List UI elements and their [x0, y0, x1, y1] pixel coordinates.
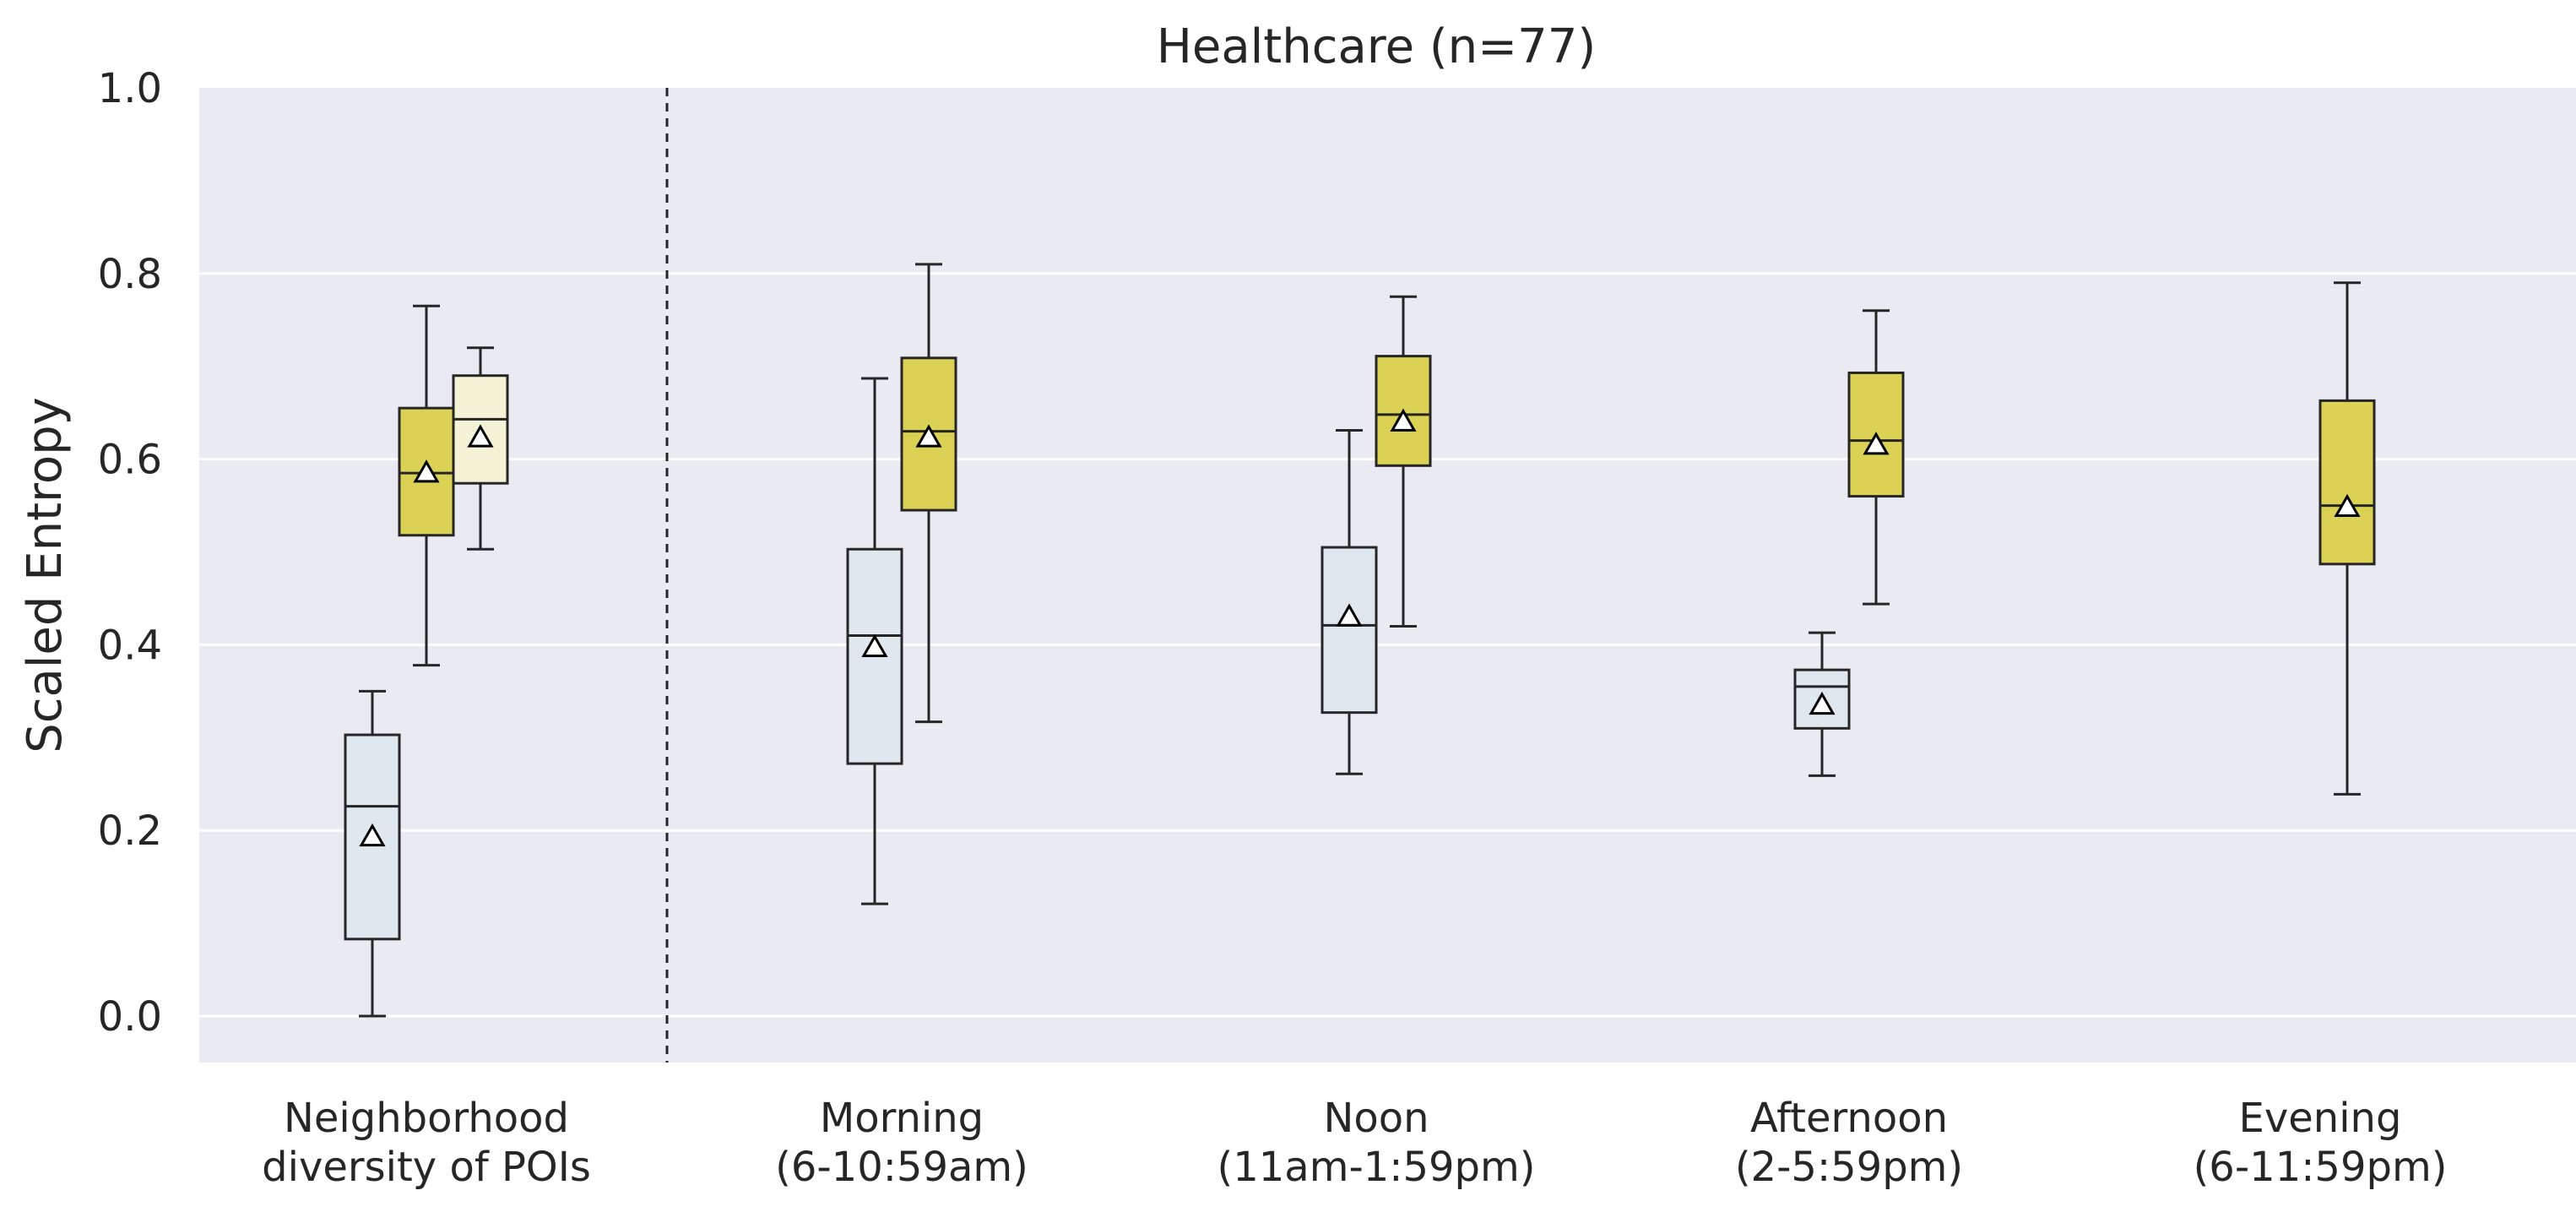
- y-tick-label: 0.8: [98, 251, 162, 298]
- mean-marker: [359, 823, 386, 847]
- mean-marker: [467, 424, 494, 448]
- y-tick-label: 1.0: [98, 65, 162, 112]
- mean-marker: [861, 633, 888, 657]
- mean-marker: [1336, 603, 1363, 627]
- box-plot: [2318, 281, 2376, 796]
- box-plot: [1375, 295, 1432, 628]
- box-plot: [1847, 309, 1905, 606]
- x-tick-labels: Neighborhood diversity of POIs Morning (6-1…: [262, 1095, 2447, 1191]
- x-tick-label: Afternoon (2-5:59pm): [1735, 1095, 1963, 1191]
- mean-marker: [2334, 493, 2361, 518]
- y-axis-label: Scaled Entropy: [18, 397, 73, 753]
- mean-marker: [1390, 408, 1417, 432]
- mean-marker: [1863, 432, 1890, 455]
- mean-marker: [1809, 691, 1836, 715]
- chart-title: Healthcare (n=77): [1157, 19, 1596, 74]
- box-plot: [900, 263, 957, 724]
- box: [1321, 546, 1378, 715]
- x-tick-label: Noon (11am-1:59pm): [1217, 1095, 1535, 1191]
- box: [1847, 371, 1905, 498]
- box-plots: [344, 263, 2376, 1018]
- box-plot: [846, 377, 903, 905]
- y-tick-label: 0.4: [98, 622, 162, 669]
- box-plot: [1321, 429, 1378, 775]
- box-plot: [1793, 631, 1851, 777]
- y-tick-label: 0.0: [98, 993, 162, 1041]
- box: [2318, 399, 2376, 566]
- box-plot: [452, 346, 509, 551]
- mean-marker: [413, 459, 440, 483]
- x-tick-label: Neighborhood diversity of POIs: [262, 1095, 591, 1191]
- box-plot: [344, 689, 401, 1018]
- y-tick-label: 0.2: [98, 807, 162, 855]
- y-tick-label: 0.6: [98, 437, 162, 484]
- x-tick-label: Morning (6-10:59am): [775, 1095, 1028, 1191]
- plot-background: [199, 88, 2576, 1063]
- gridlines: [199, 272, 2576, 1018]
- x-tick-label: Evening (6-11:59pm): [2194, 1095, 2448, 1191]
- mean-marker: [915, 424, 942, 448]
- y-tick-labels: 0.0 0.2 0.4 0.6 0.8 1.0: [98, 65, 162, 1041]
